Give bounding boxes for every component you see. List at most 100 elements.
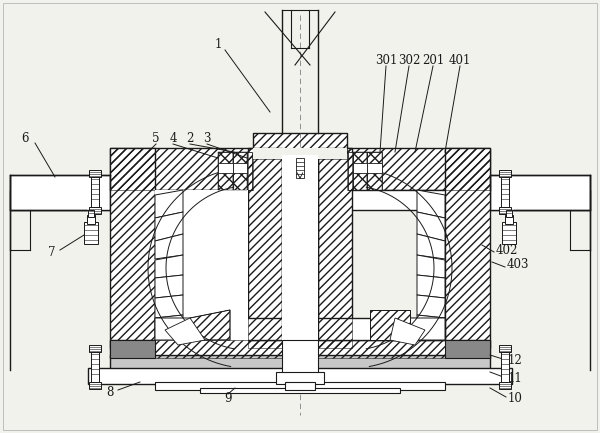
Bar bbox=[89, 207, 101, 214]
Bar bbox=[347, 148, 490, 190]
Bar bbox=[155, 340, 445, 358]
Bar bbox=[445, 340, 490, 358]
Polygon shape bbox=[190, 310, 230, 340]
Bar bbox=[89, 170, 101, 177]
Bar bbox=[367, 163, 382, 173]
Bar bbox=[110, 148, 155, 348]
Bar bbox=[10, 190, 110, 210]
Bar bbox=[367, 152, 382, 190]
Text: 1: 1 bbox=[214, 38, 221, 51]
Bar bbox=[218, 152, 233, 190]
Bar bbox=[89, 345, 101, 352]
Bar bbox=[91, 352, 99, 382]
Bar bbox=[445, 148, 490, 348]
Text: 6: 6 bbox=[21, 132, 29, 145]
Text: 401: 401 bbox=[449, 54, 471, 67]
Bar bbox=[285, 382, 315, 390]
Text: 201: 201 bbox=[422, 54, 444, 67]
Polygon shape bbox=[155, 255, 183, 278]
Text: 5: 5 bbox=[152, 132, 160, 145]
Bar bbox=[84, 222, 98, 244]
Bar bbox=[110, 340, 155, 358]
Polygon shape bbox=[155, 318, 205, 340]
Bar bbox=[348, 152, 353, 190]
Bar bbox=[218, 163, 233, 173]
Bar bbox=[367, 152, 382, 190]
Text: 403: 403 bbox=[507, 259, 530, 271]
Polygon shape bbox=[165, 318, 205, 345]
Bar bbox=[248, 148, 282, 348]
Bar bbox=[233, 152, 247, 190]
Polygon shape bbox=[155, 295, 183, 318]
Bar bbox=[247, 152, 252, 190]
Polygon shape bbox=[417, 255, 445, 278]
Bar bbox=[353, 163, 367, 173]
Polygon shape bbox=[155, 212, 183, 241]
Bar bbox=[499, 207, 511, 214]
Bar bbox=[499, 345, 511, 352]
Bar bbox=[353, 152, 367, 190]
Bar bbox=[499, 170, 511, 177]
Bar bbox=[110, 148, 155, 348]
Polygon shape bbox=[155, 315, 183, 338]
Bar bbox=[10, 175, 110, 210]
Bar bbox=[253, 133, 347, 159]
Bar bbox=[445, 148, 490, 348]
Text: 3: 3 bbox=[203, 132, 211, 145]
Bar bbox=[87, 215, 95, 224]
Bar bbox=[233, 163, 247, 173]
Bar bbox=[218, 152, 233, 190]
Bar bbox=[155, 190, 248, 345]
Bar bbox=[296, 158, 304, 178]
Bar bbox=[506, 210, 512, 217]
Bar bbox=[200, 388, 400, 393]
Text: 2: 2 bbox=[187, 132, 194, 145]
Polygon shape bbox=[417, 190, 445, 218]
Bar bbox=[88, 368, 512, 384]
Bar bbox=[502, 222, 516, 244]
Bar bbox=[110, 190, 490, 210]
Polygon shape bbox=[395, 318, 445, 340]
Bar bbox=[110, 148, 253, 190]
Polygon shape bbox=[417, 275, 445, 298]
Text: 7: 7 bbox=[48, 246, 56, 259]
Polygon shape bbox=[417, 295, 445, 318]
Bar bbox=[233, 152, 247, 190]
Bar bbox=[253, 133, 347, 159]
Bar bbox=[155, 382, 445, 390]
Bar bbox=[282, 155, 318, 348]
Polygon shape bbox=[417, 315, 445, 338]
Bar bbox=[155, 318, 445, 340]
Polygon shape bbox=[155, 275, 183, 298]
Polygon shape bbox=[155, 234, 183, 259]
Polygon shape bbox=[155, 190, 183, 218]
Bar bbox=[505, 215, 513, 224]
Bar bbox=[318, 148, 352, 348]
Text: 402: 402 bbox=[496, 243, 518, 256]
Bar bbox=[282, 340, 318, 378]
Text: 9: 9 bbox=[224, 391, 232, 404]
Text: 8: 8 bbox=[106, 387, 113, 400]
Text: 11: 11 bbox=[508, 372, 523, 385]
Text: 302: 302 bbox=[398, 54, 420, 67]
Bar bbox=[91, 177, 99, 207]
Bar bbox=[253, 148, 347, 159]
Bar bbox=[490, 175, 590, 210]
Bar bbox=[110, 148, 253, 190]
Bar bbox=[501, 352, 509, 382]
Bar bbox=[276, 372, 324, 384]
Text: 4: 4 bbox=[169, 132, 177, 145]
Polygon shape bbox=[390, 318, 425, 345]
Bar bbox=[89, 382, 101, 389]
Polygon shape bbox=[417, 212, 445, 241]
Bar bbox=[88, 210, 94, 217]
Bar bbox=[353, 152, 367, 190]
Bar bbox=[490, 190, 590, 210]
Bar bbox=[318, 148, 352, 348]
Bar bbox=[110, 355, 490, 370]
Text: 12: 12 bbox=[508, 353, 523, 366]
Text: 10: 10 bbox=[508, 391, 523, 404]
Polygon shape bbox=[417, 234, 445, 259]
Bar bbox=[347, 148, 490, 190]
Bar bbox=[110, 340, 490, 358]
